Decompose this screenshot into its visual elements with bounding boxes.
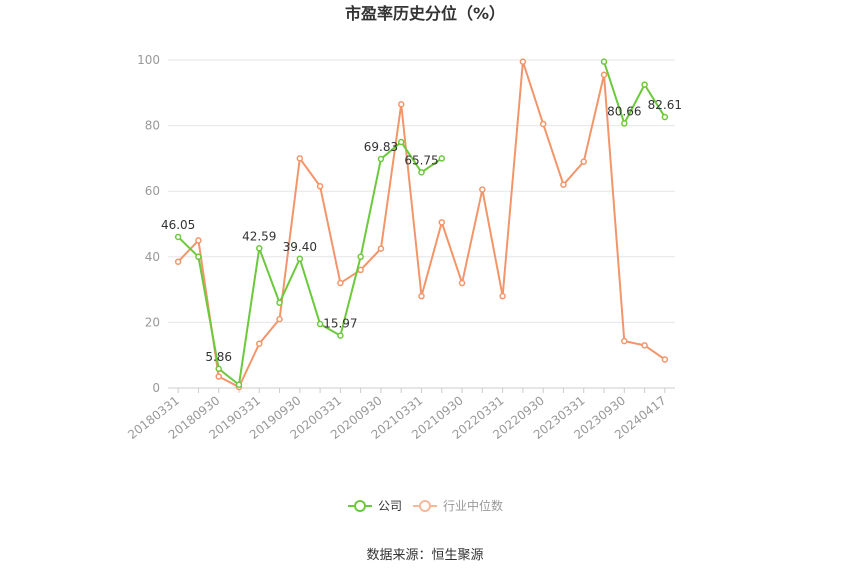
legend-item-1[interactable]: 行业中位数 bbox=[413, 498, 503, 513]
legend-marker bbox=[354, 500, 366, 512]
data-point[interactable] bbox=[458, 279, 466, 287]
data-point[interactable] bbox=[418, 169, 425, 176]
data-point[interactable] bbox=[438, 155, 446, 162]
data-label: 69.83 bbox=[364, 140, 398, 154]
data-point[interactable] bbox=[316, 320, 324, 328]
y-tick-label: 100 bbox=[137, 53, 160, 67]
series-layer bbox=[174, 58, 669, 391]
grid-lines bbox=[168, 59, 675, 389]
data-source: 数据来源：恒生聚源 bbox=[366, 548, 483, 563]
data-point[interactable] bbox=[195, 237, 202, 244]
legend-item-0[interactable]: 公司 bbox=[348, 499, 402, 513]
data-label: 80.66 bbox=[607, 104, 641, 118]
data-point[interactable] bbox=[580, 158, 587, 165]
data-point[interactable] bbox=[235, 381, 243, 388]
data-label: 15.97 bbox=[323, 317, 357, 331]
data-point[interactable] bbox=[316, 183, 324, 190]
data-labels: 46.05 5.86 42.59 39.40 15.97 69.83 65.75 80.66 8… bbox=[161, 98, 682, 364]
data-point[interactable] bbox=[438, 219, 446, 226]
data-point[interactable] bbox=[539, 120, 547, 128]
data-label: 42.59 bbox=[242, 229, 276, 243]
series-1 bbox=[174, 58, 669, 391]
legend-label: 公司 bbox=[378, 499, 402, 513]
legend-label: 行业中位数 bbox=[443, 498, 503, 513]
data-point[interactable] bbox=[661, 113, 669, 121]
data-point[interactable] bbox=[377, 245, 385, 252]
data-point[interactable] bbox=[397, 101, 405, 108]
data-point[interactable] bbox=[174, 258, 182, 265]
data-point[interactable] bbox=[499, 292, 506, 300]
data-point[interactable] bbox=[174, 233, 182, 241]
x-axis: 2018033120180930201903312019093020200331… bbox=[125, 387, 675, 442]
data-point[interactable] bbox=[256, 245, 263, 252]
data-point[interactable] bbox=[600, 58, 608, 65]
data-point[interactable] bbox=[560, 181, 567, 188]
data-point[interactable] bbox=[641, 342, 648, 349]
series-line bbox=[603, 61, 666, 126]
data-point[interactable] bbox=[337, 279, 344, 287]
data-point[interactable] bbox=[621, 337, 628, 345]
data-point[interactable] bbox=[296, 155, 304, 162]
data-point[interactable] bbox=[479, 186, 486, 193]
data-point[interactable] bbox=[256, 340, 263, 347]
data-label: 46.05 bbox=[161, 218, 195, 232]
data-point[interactable] bbox=[661, 356, 669, 363]
data-point[interactable] bbox=[195, 253, 202, 261]
data-point[interactable] bbox=[357, 253, 364, 261]
y-tick-label: 0 bbox=[152, 381, 160, 395]
data-point[interactable] bbox=[337, 332, 344, 339]
data-label: 65.75 bbox=[404, 153, 438, 167]
data-label: 5.86 bbox=[205, 350, 232, 364]
data-label: 39.40 bbox=[283, 240, 317, 254]
data-point[interactable] bbox=[296, 255, 304, 263]
data-point[interactable] bbox=[641, 81, 648, 88]
y-tick-label: 40 bbox=[145, 250, 160, 264]
series-line bbox=[177, 140, 443, 387]
y-tick-label: 80 bbox=[145, 119, 160, 133]
series-0 bbox=[174, 58, 669, 388]
data-point[interactable] bbox=[215, 365, 222, 373]
chart-title: 市盈率历史分位（%） bbox=[345, 4, 505, 23]
data-point[interactable] bbox=[276, 315, 283, 323]
y-tick-label: 60 bbox=[145, 184, 160, 198]
legend-marker bbox=[419, 500, 431, 512]
data-point[interactable] bbox=[600, 71, 608, 79]
data-point[interactable] bbox=[357, 266, 364, 274]
legend[interactable]: 公司 行业中位数 bbox=[348, 498, 503, 513]
data-point[interactable] bbox=[418, 292, 425, 300]
y-tick-label: 20 bbox=[145, 315, 160, 329]
data-point[interactable] bbox=[519, 58, 527, 65]
data-label: 82.61 bbox=[648, 98, 682, 112]
y-axis: 0 20 40 60 80 100 bbox=[137, 53, 160, 395]
data-point[interactable] bbox=[377, 155, 385, 163]
data-point[interactable] bbox=[276, 299, 283, 306]
data-point[interactable] bbox=[621, 120, 628, 127]
data-point[interactable] bbox=[397, 138, 405, 146]
series-line bbox=[177, 61, 666, 389]
data-point[interactable] bbox=[215, 373, 222, 380]
